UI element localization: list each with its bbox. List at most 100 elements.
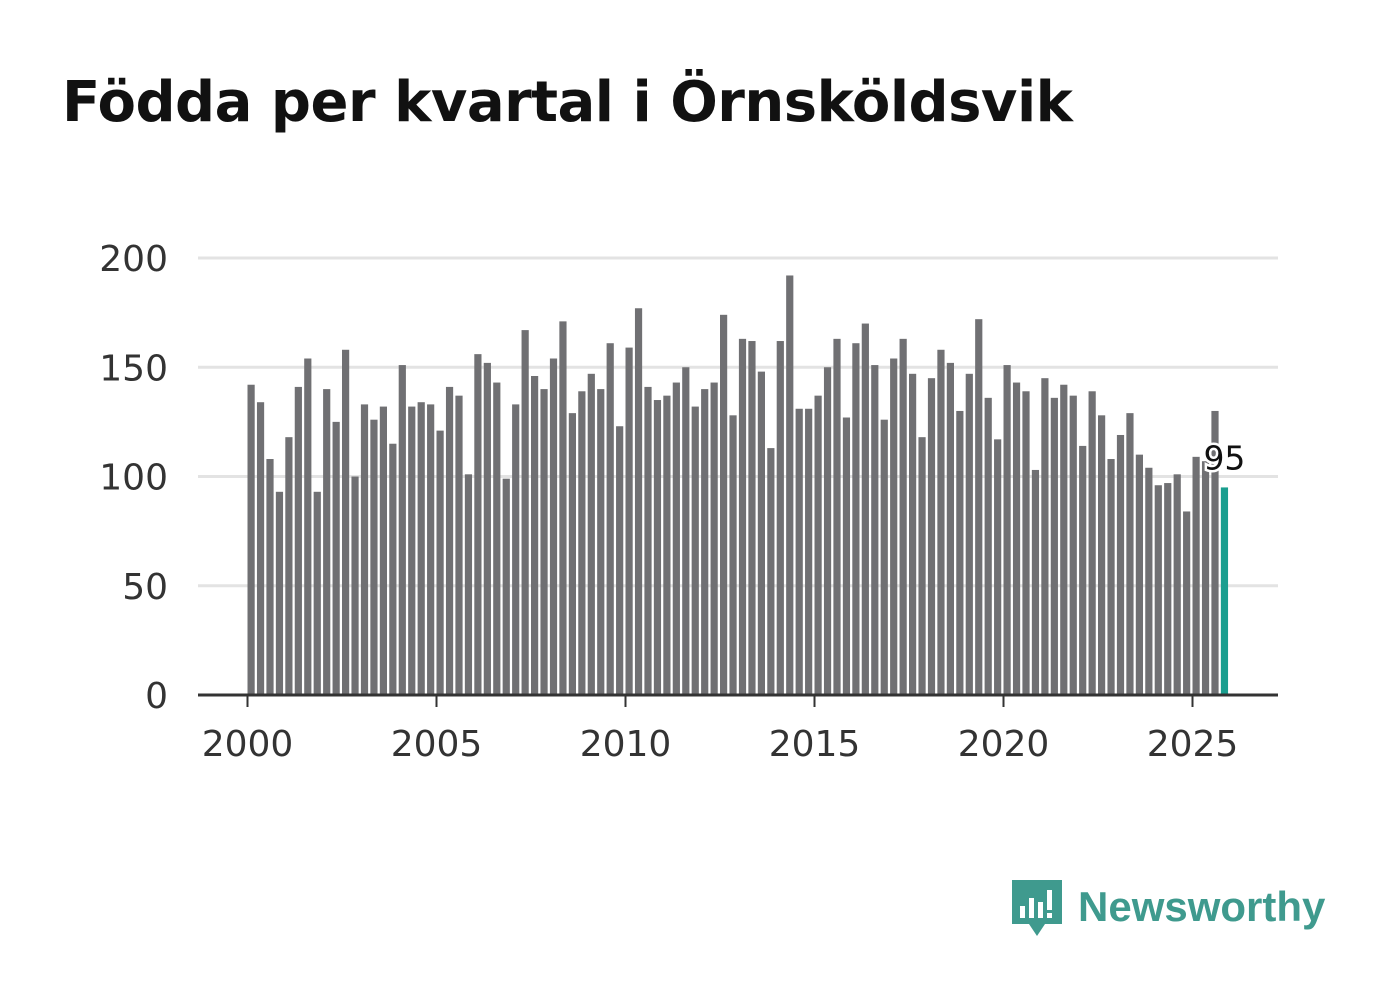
bar [899, 338, 907, 695]
y-tick-label: 200 [99, 239, 168, 280]
bar [256, 402, 265, 695]
bar [757, 371, 765, 695]
bar [304, 358, 312, 695]
bar-layer [247, 275, 1229, 695]
bar [880, 419, 888, 695]
bar [767, 448, 775, 695]
bar [720, 314, 728, 695]
bar [1098, 415, 1106, 695]
bar [1060, 384, 1068, 695]
axis-layer: 0 50 100 150 200 2000 2005 2010 2015 2020 2025 [99, 239, 1278, 765]
bar [616, 426, 624, 695]
bar [663, 395, 671, 695]
bar [408, 406, 416, 695]
bar [994, 439, 1002, 695]
bar [427, 404, 435, 695]
bar [417, 402, 425, 695]
bar [823, 367, 832, 695]
bar [1079, 445, 1087, 695]
bar [389, 443, 397, 695]
bar [1022, 391, 1030, 695]
logo-text: Newsworthy [1078, 883, 1326, 930]
bar [512, 404, 520, 695]
bar [965, 373, 973, 695]
bar [1107, 459, 1115, 695]
bar [247, 384, 255, 695]
bar [360, 404, 369, 695]
bar [464, 474, 473, 695]
bar [275, 491, 284, 695]
bar [597, 389, 605, 695]
grid-layer [198, 256, 1278, 588]
bar [871, 365, 879, 695]
bar [729, 415, 737, 695]
bar [493, 382, 501, 695]
bar [814, 395, 822, 695]
bar [748, 341, 756, 695]
bar [776, 341, 784, 695]
bar [436, 430, 444, 695]
bar [1116, 434, 1125, 695]
bar [918, 437, 926, 695]
bar [342, 349, 350, 695]
bar [842, 417, 851, 695]
bar [890, 358, 898, 695]
bar [1201, 461, 1210, 695]
bar [294, 386, 302, 695]
x-tick-label: 2000 [202, 724, 294, 765]
y-tick-label: 0 [145, 676, 168, 717]
bar [1069, 395, 1077, 695]
bar [568, 413, 576, 695]
x-tick-label: 2010 [580, 724, 672, 765]
bar [1050, 397, 1058, 695]
bar [1012, 382, 1021, 695]
newsworthy-logo-icon [1012, 880, 1062, 936]
bar [323, 389, 331, 695]
bar [587, 373, 595, 695]
bar [691, 406, 699, 695]
bar [1145, 467, 1153, 695]
bar [1211, 410, 1219, 695]
bar [1003, 365, 1011, 695]
label-layer: 95 [1201, 436, 1248, 480]
bar [1173, 474, 1181, 695]
bar [1041, 378, 1049, 695]
y-tick-label: 50 [122, 567, 168, 608]
bar [285, 437, 293, 695]
bar [1088, 391, 1096, 695]
bar [710, 382, 718, 695]
bar [927, 378, 936, 695]
bar [956, 410, 964, 695]
bar-latest [1220, 487, 1229, 695]
latest-value-label: 95 [1203, 438, 1245, 477]
bar [370, 419, 378, 695]
bar [1126, 413, 1134, 695]
bar [634, 308, 643, 695]
bar [1031, 469, 1040, 695]
bar [540, 389, 548, 695]
bar [559, 321, 567, 695]
bar [805, 408, 813, 695]
bar [701, 389, 709, 695]
bar [682, 367, 690, 695]
chart-title: Födda per kvartal i Örnsköldsvik [62, 70, 1073, 135]
bar [351, 476, 359, 695]
bar [502, 478, 510, 695]
bar [578, 391, 586, 695]
x-tick-label: 2015 [769, 724, 861, 765]
bar [445, 386, 454, 695]
bar [606, 343, 614, 695]
bar [379, 406, 387, 695]
x-tick-label: 2025 [1147, 724, 1239, 765]
bar [625, 347, 633, 695]
bar [861, 323, 869, 695]
newsworthy-logo[interactable]: Newsworthy [1010, 876, 1325, 938]
bar [549, 358, 558, 695]
bar [474, 354, 482, 695]
bar [1183, 511, 1191, 695]
bar [531, 375, 539, 695]
bar [672, 382, 680, 695]
bar [946, 362, 954, 695]
bar [852, 343, 860, 695]
